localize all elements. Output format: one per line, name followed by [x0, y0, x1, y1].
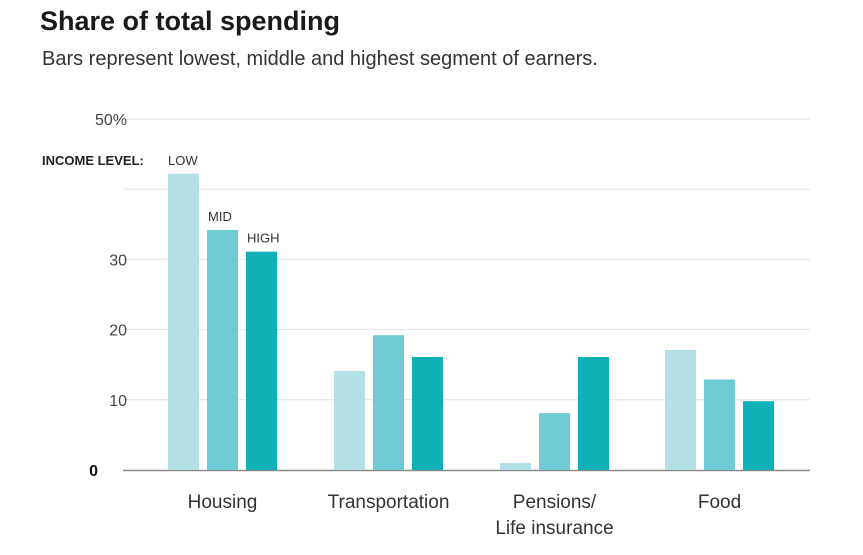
category-label-line: Pensions/	[513, 492, 597, 513]
category-label: Housing	[188, 492, 258, 513]
chart-subtitle: Bars represent lowest, middle and highes…	[42, 48, 598, 70]
bar-mid-0	[207, 229, 238, 470]
y-tick-label: 20	[109, 323, 127, 340]
legend-title: INCOME LEVEL:	[42, 153, 144, 168]
bar-low-1	[334, 371, 365, 470]
bar-high-0	[246, 251, 277, 470]
bar-high-3	[743, 401, 774, 470]
bar-low-3	[665, 349, 696, 470]
category-label-line: Housing	[188, 492, 258, 513]
series-label-high: HIGH	[247, 231, 280, 246]
y-tick-label: 10	[109, 393, 127, 410]
chart-title: Share of total spending	[40, 6, 341, 36]
bar-high-1	[412, 356, 443, 470]
category-label: Pensions/Life insurance	[495, 492, 613, 539]
category-label-line: Life insurance	[495, 518, 613, 539]
bar-low-0	[168, 173, 199, 471]
series-label-mid: MID	[208, 209, 232, 224]
y-tick-label: 50%	[95, 112, 127, 129]
category-label: Transportation	[328, 492, 450, 513]
category-label-line: Transportation	[328, 492, 450, 513]
bar-high-2	[578, 356, 609, 470]
category-label-line: Food	[698, 492, 741, 513]
category-label: Food	[698, 492, 741, 513]
y-tick-label: 0	[89, 463, 98, 480]
y-tick-label: 30	[109, 252, 127, 269]
bar-mid-1	[373, 335, 404, 470]
bar-mid-2	[539, 413, 570, 470]
series-label-low: LOW	[168, 153, 198, 168]
bar-mid-3	[704, 379, 735, 470]
bar-low-2	[500, 462, 531, 470]
